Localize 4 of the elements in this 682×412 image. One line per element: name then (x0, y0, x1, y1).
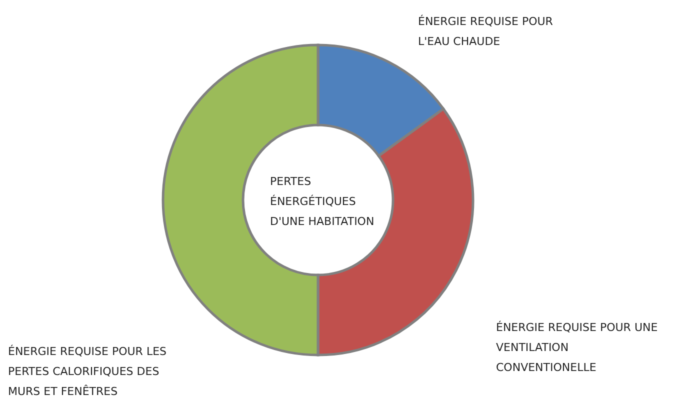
slice-label: ÉNERGIE REQUISE POUR L'EAU CHAUDE (418, 14, 554, 48)
text: PERTES ÉNERGÉTIQUES D'UNE HABITATION (270, 175, 374, 228)
slice-label: ÉNERGIE REQUISE POUR LES PERTES CALORIFIQUES DES MURS ET FENÊTRES (8, 344, 167, 398)
slice-label: ÉNERGIE REQUISE POUR UNE VENTILATION CONVENTIONELLE (496, 320, 658, 374)
